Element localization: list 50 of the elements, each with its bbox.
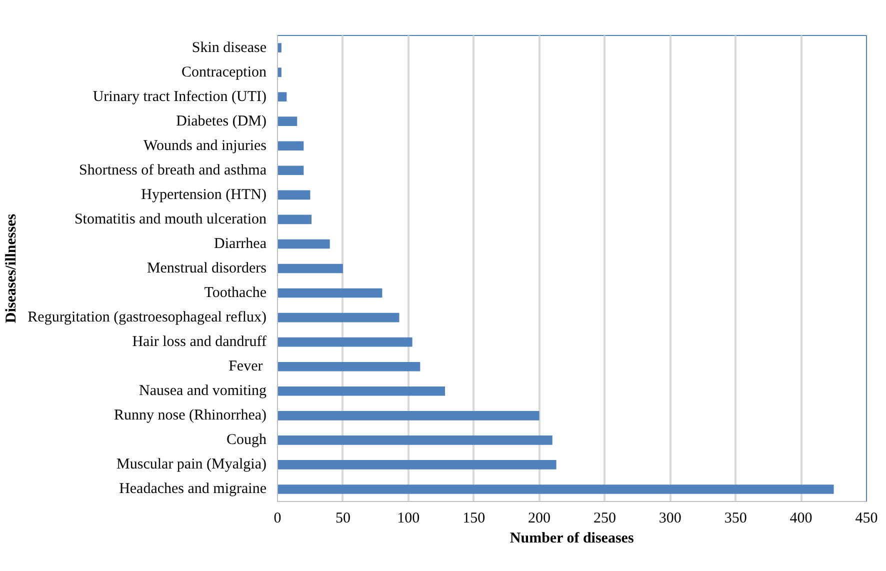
- y-tick-label: Shortness of breath and asthma: [79, 162, 267, 178]
- bar: [278, 411, 540, 420]
- bar: [278, 43, 282, 52]
- x-tick-label: 150: [462, 510, 486, 526]
- y-tick-label: Headaches and migraine: [119, 481, 267, 498]
- bar: [278, 92, 287, 102]
- bar: [278, 386, 446, 396]
- x-tick-label: 0: [274, 510, 282, 526]
- x-tick-label: 200: [528, 510, 551, 526]
- y-tick-label: Hypertension (HTN): [141, 186, 267, 203]
- bar: [278, 190, 310, 200]
- y-tick-label: Hair loss and dandruff: [132, 334, 267, 350]
- y-tick-label: Cough: [226, 432, 267, 448]
- y-tick-label: Contraception: [182, 64, 267, 80]
- y-tick-label: Diarrhea: [214, 236, 267, 252]
- y-tick-label: Muscular pain (Myalgia): [116, 456, 267, 473]
- y-tick-label: Wounds and injuries: [144, 138, 267, 154]
- x-tick-label: 400: [790, 510, 812, 526]
- bar: [278, 484, 834, 494]
- y-tick-label: Toothache: [204, 285, 267, 302]
- x-tick-label: 350: [724, 510, 747, 526]
- x-tick-label: 450: [855, 510, 878, 526]
- bar: [278, 362, 420, 372]
- bar: [278, 264, 343, 274]
- bar: [278, 436, 552, 445]
- x-tick-label: 50: [335, 510, 350, 526]
- bar: [278, 116, 298, 126]
- bar: [278, 166, 304, 176]
- bar: [278, 68, 282, 77]
- x-tick-label: 250: [593, 510, 616, 526]
- y-tick-label: Skin disease: [192, 40, 267, 56]
- y-tick-label: Urinary tract Infection (UTI): [92, 88, 267, 105]
- y-tick-label: Fever: [228, 358, 263, 375]
- x-tick-label: 300: [658, 510, 682, 526]
- bar: [278, 337, 412, 347]
- bar: [278, 312, 400, 322]
- x-axis-title: Number of diseases: [510, 530, 634, 546]
- y-tick-label: Stomatitis and mouth ulceration: [74, 211, 267, 228]
- x-tick-label: 100: [397, 510, 420, 526]
- y-tick-label: Runny nose (Rhinorrhea): [114, 408, 267, 424]
- y-tick-label: Diabetes (DM): [176, 113, 267, 130]
- bar: [278, 214, 312, 224]
- bar: [278, 288, 382, 298]
- bar: [278, 460, 556, 470]
- bar: [278, 141, 304, 151]
- y-tick-label: Menstrual disorders: [146, 260, 267, 276]
- y-tick-label: Nausea and vomiting: [139, 383, 267, 400]
- y-axis-title: Diseases/illnesses: [4, 214, 20, 324]
- bar: [278, 239, 330, 249]
- y-tick-label: Regurgitation (gastroesophageal reflux): [28, 310, 267, 326]
